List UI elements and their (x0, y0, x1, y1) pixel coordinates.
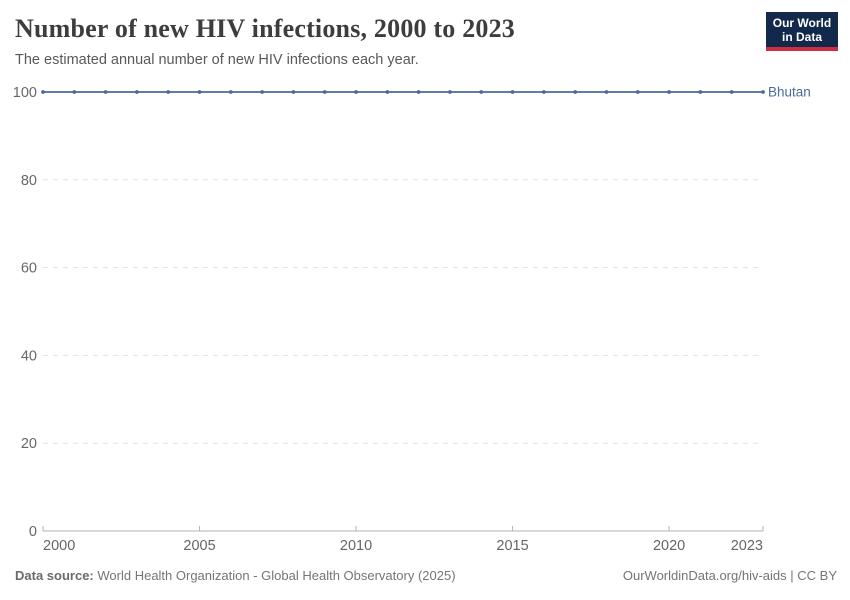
data-point[interactable] (385, 90, 390, 94)
data-point[interactable] (479, 90, 484, 94)
data-point[interactable] (448, 90, 452, 94)
owid-logo-line1: Our World (772, 16, 832, 30)
data-point[interactable] (135, 90, 139, 94)
x-axis-tick-label: 2023 (731, 538, 763, 554)
y-axis-tick-label: 40 (21, 348, 37, 364)
entity-label-bhutan[interactable]: Bhutan (768, 85, 811, 100)
y-axis-tick-label: 60 (21, 261, 37, 277)
data-point[interactable] (166, 90, 171, 94)
data-point[interactable] (354, 90, 358, 94)
y-axis-tick-label: 0 (29, 524, 37, 540)
x-axis-tick-label: 2015 (496, 538, 528, 554)
data-point[interactable] (291, 90, 296, 94)
y-axis-tick-label: 100 (13, 85, 37, 101)
data-source: Data source: World Health Organization -… (15, 568, 456, 583)
data-point[interactable] (41, 90, 45, 94)
y-axis-tick-label: 20 (21, 436, 37, 452)
data-point[interactable] (541, 90, 546, 94)
footer-separator: | (786, 568, 798, 583)
data-point[interactable] (72, 90, 77, 94)
data-point[interactable] (573, 90, 578, 94)
data-point[interactable] (322, 90, 327, 94)
data-point[interactable] (260, 90, 265, 94)
data-point[interactable] (698, 90, 703, 94)
data-point[interactable] (416, 90, 421, 94)
data-point[interactable] (510, 90, 515, 94)
data-point[interactable] (761, 90, 765, 94)
data-source-value: World Health Organization - Global Healt… (97, 568, 456, 583)
x-axis-tick-label: 2005 (183, 538, 215, 554)
x-axis-tick-label: 2010 (340, 538, 372, 554)
cc-by-license-link[interactable]: CC BY (797, 568, 837, 583)
x-axis-tick-label: 2020 (653, 538, 685, 554)
data-point[interactable] (103, 90, 108, 94)
data-point[interactable] (667, 90, 671, 94)
chart-footer: Data source: World Health Organization -… (15, 568, 837, 583)
y-axis-tick-label: 80 (21, 173, 37, 189)
owid-logo-line2: in Data (781, 30, 822, 44)
data-point[interactable] (635, 90, 640, 94)
owid-url-link[interactable]: OurWorldinData.org/hiv-aids (622, 568, 787, 583)
chart-title: Number of new HIV infections, 2000 to 20… (15, 14, 515, 43)
chart-subtitle: The estimated annual number of new HIV i… (15, 52, 419, 68)
data-point[interactable] (604, 90, 609, 94)
owid-logo[interactable]: Our World in Data (766, 12, 838, 51)
line-chart-canvas[interactable]: 0 20 40 60 80 100 2000 2005 2010 2015 2020 2023 Bhut… (0, 80, 850, 560)
data-point[interactable] (729, 90, 734, 94)
data-point[interactable] (197, 90, 202, 94)
data-source-label: Data source: (15, 568, 94, 583)
footer-links: OurWorldinData.org/hiv-aids | CC BY (623, 568, 837, 583)
chart-area[interactable]: 0 20 40 60 80 100 2000 2005 2010 2015 2020 2023 Bhut… (0, 80, 850, 560)
chart-header: Number of new HIV infections, 2000 to 20… (0, 0, 850, 80)
x-axis-tick-label: 2000 (43, 538, 75, 554)
data-point[interactable] (228, 90, 233, 94)
